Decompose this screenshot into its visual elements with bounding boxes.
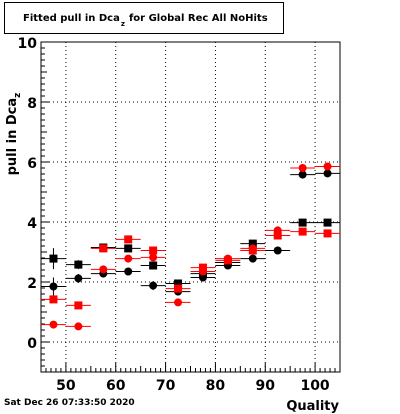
y-tick-label: 10 — [18, 36, 38, 52]
square-marker — [273, 231, 282, 240]
data-marks — [41, 162, 340, 331]
circle-marker — [149, 281, 158, 290]
y-tick-label: 6 — [27, 156, 37, 172]
square-marker — [74, 260, 83, 269]
circle-marker — [298, 170, 307, 179]
circle-marker — [273, 246, 282, 255]
plot-frame — [40, 41, 341, 373]
circle-marker — [323, 169, 332, 178]
circle-marker — [323, 162, 332, 171]
square-marker — [298, 218, 307, 227]
y-axis-label-sub: z — [13, 93, 23, 98]
x-tick-label: 100 — [300, 378, 329, 394]
timestamp: Sat Dec 26 07:33:50 2020 — [4, 398, 135, 408]
square-marker — [149, 261, 158, 270]
circle-marker — [174, 298, 183, 307]
circle-marker — [124, 267, 133, 276]
square-marker — [323, 218, 332, 227]
circle-marker — [124, 254, 133, 263]
y-tick-label: 2 — [27, 276, 37, 292]
square-marker — [124, 244, 133, 253]
x-tick-label: 50 — [56, 378, 76, 394]
circle-marker — [198, 273, 207, 282]
square-marker — [149, 246, 158, 255]
y-axis-label: pull in Dcaz — [5, 93, 23, 176]
chart-title-suffix: for Global Rec All NoHits — [128, 13, 268, 24]
x-tick-label: 60 — [106, 378, 126, 394]
chart-title-subscript: z — [120, 20, 125, 28]
circle-marker — [74, 274, 83, 283]
circle-marker — [49, 320, 58, 329]
circle-marker — [74, 322, 83, 331]
square-marker — [74, 301, 83, 310]
chart-title-main: Fitted pull in Dca — [23, 13, 120, 24]
square-marker — [298, 227, 307, 236]
x-tick-label: 80 — [206, 378, 226, 394]
circle-marker — [298, 164, 307, 172]
square-marker — [248, 239, 257, 248]
square-marker — [323, 229, 332, 238]
tick-labels: 50 60 70 80 90 100 0 2 4 6 8 10 — [18, 36, 330, 394]
circle-marker — [149, 253, 158, 262]
square-marker — [174, 279, 183, 288]
circle-marker — [198, 267, 207, 276]
y-axis-label-main: pull in Dca — [5, 98, 20, 176]
y-tick-label: 0 — [27, 336, 37, 352]
circle-marker — [99, 265, 108, 274]
circle-marker — [248, 254, 257, 263]
square-marker — [174, 284, 183, 293]
circle-marker — [49, 282, 58, 291]
x-tick-label: 90 — [256, 378, 276, 394]
axis-ticks — [41, 41, 341, 373]
square-marker — [49, 254, 58, 263]
square-marker — [49, 295, 58, 304]
chart-title-box: Fitted pull in Dcaz for Global Rec All No… — [4, 2, 284, 34]
y-tick-label: 4 — [27, 216, 37, 232]
square-marker — [99, 244, 108, 253]
x-axis-label: Quality — [286, 399, 339, 414]
x-tick-label: 70 — [156, 378, 176, 394]
y-tick-label: 8 — [27, 96, 37, 112]
square-marker — [124, 235, 133, 244]
circle-marker — [273, 226, 282, 235]
chart-title: Fitted pull in Dcaz for Global Rec All No… — [23, 13, 268, 28]
circle-marker — [248, 244, 257, 253]
circle-marker — [223, 254, 232, 263]
